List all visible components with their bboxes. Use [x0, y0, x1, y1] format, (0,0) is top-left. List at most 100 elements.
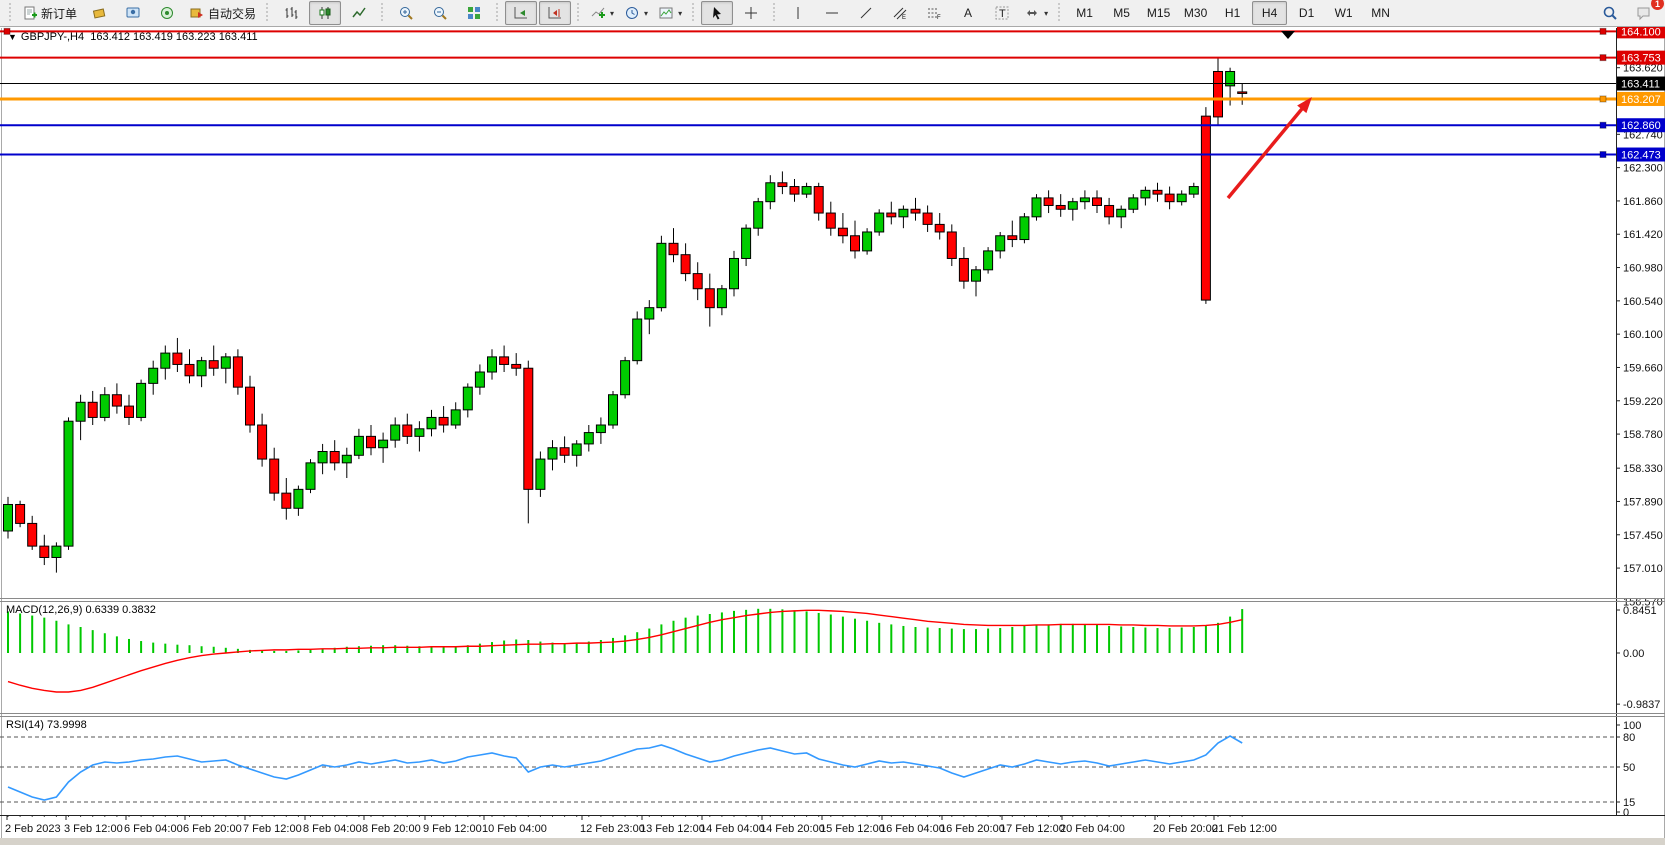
chevron-down-icon: ▾ [644, 8, 649, 18]
line-handle[interactable] [1599, 95, 1607, 103]
svg-text:8 Feb 04:00: 8 Feb 04:00 [303, 823, 362, 835]
periods-button[interactable]: ▾ [620, 1, 652, 25]
chevron-down-icon[interactable]: ▼ [8, 32, 17, 42]
toolbar-right: 1 [1593, 0, 1664, 25]
auto-scroll-icon [513, 5, 529, 21]
svg-text:157.450: 157.450 [1623, 530, 1663, 542]
window-bottom-edge [0, 838, 1665, 845]
svg-text:8 Feb 20:00: 8 Feb 20:00 [362, 823, 421, 835]
auto-scroll-button[interactable] [505, 1, 538, 25]
indicators-button[interactable]: ▾ [586, 1, 618, 25]
bar-chart-button[interactable] [275, 1, 307, 25]
chart-shift-icon [547, 5, 563, 21]
zoom-in-icon [398, 5, 414, 21]
timeframe-m5-button[interactable]: M5 [1104, 1, 1139, 25]
chart-shift-button[interactable] [539, 1, 572, 25]
price-tag [1617, 147, 1665, 162]
vertical-line-icon [790, 5, 806, 21]
autotrade-button[interactable]: 自动交易 [185, 1, 260, 25]
horizontal-line-objects[interactable] [0, 27, 1616, 159]
timeframe-m30-button[interactable]: M30 [1178, 1, 1213, 25]
line-chart-button[interactable] [343, 1, 375, 25]
svg-text:T: T [999, 8, 1006, 20]
svg-text:16 Feb 20:00: 16 Feb 20:00 [940, 823, 1005, 835]
crosshair-icon [743, 5, 759, 21]
macd-pane [7, 608, 1244, 693]
crosshair-button[interactable] [735, 1, 767, 25]
rsi-line [7, 735, 1243, 801]
fibonacci-button[interactable]: F [918, 1, 950, 25]
line-handle[interactable] [1599, 54, 1607, 62]
svg-text:0.00: 0.00 [1623, 648, 1644, 660]
timeframe-w1-button-label: W1 [1334, 6, 1353, 20]
svg-text:F: F [937, 15, 941, 21]
svg-text:161.420: 161.420 [1623, 229, 1663, 241]
text-label-icon: T [994, 5, 1010, 21]
svg-text:6 Feb 04:00: 6 Feb 04:00 [124, 823, 183, 835]
market-watch-button[interactable] [83, 1, 115, 25]
search-icon [1602, 5, 1618, 21]
line-handle[interactable] [3, 27, 11, 35]
trendline-button[interactable] [850, 1, 882, 25]
notifications-button[interactable]: 1 [1628, 0, 1664, 25]
price-tag [1617, 91, 1665, 106]
toolbar-grip [264, 3, 272, 23]
timeframe-w1-button[interactable]: W1 [1326, 1, 1361, 25]
svg-text:157.890: 157.890 [1623, 496, 1663, 508]
search-button[interactable] [1594, 1, 1626, 25]
new-order-button[interactable]: 新订单 [18, 1, 81, 25]
periods-icon [624, 5, 640, 21]
timeframe-m15-button[interactable]: M15 [1141, 1, 1176, 25]
cursor-button[interactable] [701, 1, 734, 25]
text-label-button[interactable]: T [986, 1, 1018, 25]
timeframe-mn-button-label: MN [1371, 6, 1390, 20]
timeframe-m5-button-label: M5 [1113, 6, 1130, 20]
candlestick-chart-button[interactable] [309, 1, 342, 25]
line-handle[interactable] [1599, 151, 1607, 159]
timeframe-m30-button-label: M30 [1183, 6, 1208, 20]
trend-arrow-object[interactable] [1226, 97, 1312, 200]
navigator-button[interactable] [151, 1, 183, 25]
svg-text:163.411: 163.411 [1621, 79, 1660, 91]
bar-chart-icon [283, 5, 299, 21]
svg-text:15: 15 [1623, 797, 1635, 809]
vertical-line-button[interactable] [782, 1, 814, 25]
timeframe-h1-button-label: H1 [1224, 6, 1241, 20]
text-button[interactable]: A [952, 1, 984, 25]
chevron-down-icon: ▾ [678, 8, 683, 18]
candlestick-series [3, 57, 1248, 573]
zoom-in-button[interactable] [390, 1, 422, 25]
tile-windows-button[interactable] [458, 1, 490, 25]
arrows-icon [1024, 5, 1040, 21]
candlestick-chart-icon [317, 5, 333, 21]
svg-text:162.740: 162.740 [1623, 129, 1663, 141]
horizontal-line-icon [824, 5, 840, 21]
chart-title: ▼ GBPJPY-,H4 163.412 163.419 163.223 163.… [8, 31, 258, 43]
toolbar-grip [575, 3, 583, 23]
equidistant-channel-button[interactable]: E [884, 1, 916, 25]
line-handle[interactable] [1599, 27, 1607, 35]
toolbar-grip [771, 3, 779, 23]
timeframe-d1-button[interactable]: D1 [1289, 1, 1324, 25]
svg-text:16 Feb 04:00: 16 Feb 04:00 [880, 823, 945, 835]
price-axis[interactable]: 163.620 162.740 162.300 161.860 161.420 160.9… [1616, 24, 1665, 815]
data-window-button[interactable] [117, 1, 149, 25]
svg-text:10 Feb 04:00: 10 Feb 04:00 [482, 823, 547, 835]
price-tag [1617, 50, 1665, 65]
data-window-icon [125, 5, 141, 21]
svg-text:160.540: 160.540 [1623, 296, 1663, 308]
line-handle[interactable] [1599, 121, 1607, 129]
timeframe-mn-button[interactable]: MN [1363, 1, 1398, 25]
svg-text:163.207: 163.207 [1621, 94, 1661, 106]
arrows-button[interactable]: ▾ [1020, 1, 1052, 25]
templates-button[interactable]: ▾ [654, 1, 686, 25]
svg-text:0: 0 [1623, 807, 1629, 819]
timeframe-h1-button[interactable]: H1 [1215, 1, 1250, 25]
timeframe-m1-button[interactable]: M1 [1067, 1, 1102, 25]
zoom-out-button[interactable] [424, 1, 456, 25]
navigator-icon [159, 5, 175, 21]
market-watch-icon [91, 5, 107, 21]
horizontal-line-button[interactable] [816, 1, 848, 25]
timeframe-h4-button[interactable]: H4 [1252, 1, 1288, 25]
ohlc-readout: 163.412 163.419 163.223 163.411 [90, 31, 258, 43]
